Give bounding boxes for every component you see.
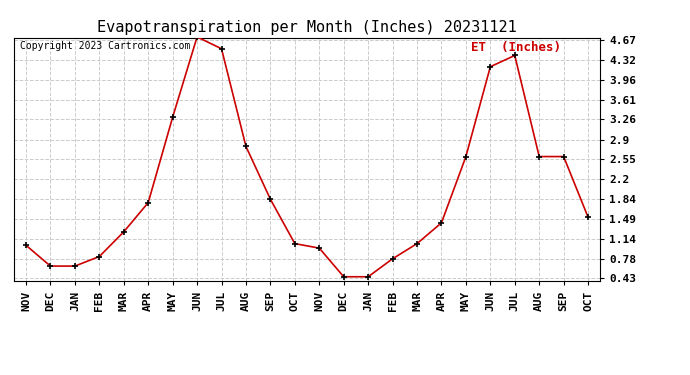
Title: Evapotranspiration per Month (Inches) 20231121: Evapotranspiration per Month (Inches) 20…: [97, 20, 517, 35]
Text: Copyright 2023 Cartronics.com: Copyright 2023 Cartronics.com: [19, 41, 190, 51]
Text: ET  (Inches): ET (Inches): [471, 41, 561, 54]
